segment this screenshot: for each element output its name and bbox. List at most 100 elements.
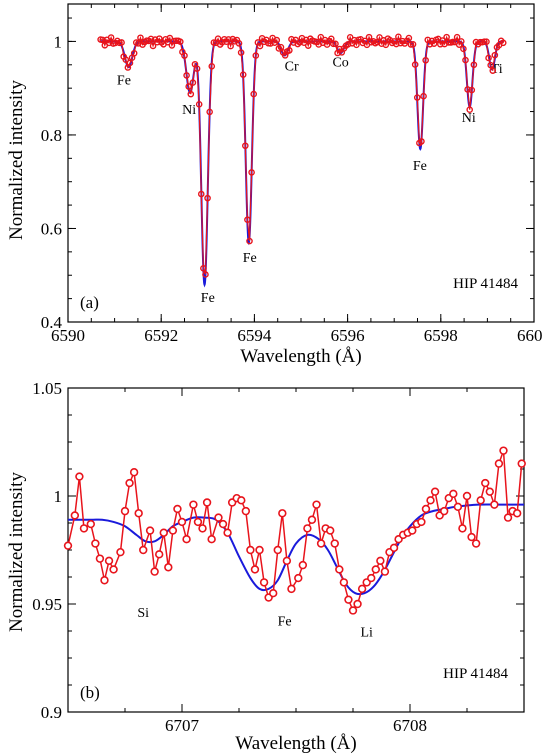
observed-point: [330, 40, 337, 48]
observed-point: [346, 34, 354, 41]
line-annotation: Fe: [243, 251, 257, 266]
observed-point: [168, 526, 178, 535]
observed-point: [464, 86, 471, 93]
observed-point: [250, 565, 260, 574]
observed-point: [462, 56, 469, 64]
observed-point: [100, 576, 109, 585]
observed-point: [278, 509, 287, 518]
observed-point: [63, 541, 73, 550]
star-name: HIP 41484: [443, 666, 508, 682]
observed-point: [183, 72, 190, 79]
observed-point: [248, 169, 255, 176]
line-annotation: Ni: [182, 103, 196, 118]
observed-point: [107, 34, 115, 41]
observed-point: [104, 556, 114, 565]
observed-point: [227, 42, 234, 50]
x-tick-label: 6707: [165, 716, 200, 735]
observed-point: [489, 67, 497, 74]
observed-point: [134, 509, 143, 518]
observed-point: [380, 567, 390, 576]
observed-point: [269, 588, 278, 598]
observed-point: [193, 65, 201, 72]
observed-point: [86, 519, 96, 529]
line-annotation: Li: [360, 625, 373, 640]
line-annotation: Ni: [462, 111, 476, 126]
line-annotation: Fe: [201, 291, 215, 306]
observed-point: [208, 62, 216, 70]
observed-point: [129, 468, 139, 477]
observed-point: [483, 38, 490, 45]
panel-label: (a): [80, 293, 99, 312]
observed-point: [273, 545, 282, 555]
observed-point: [476, 496, 485, 505]
observed-point: [246, 237, 253, 245]
x-tick-label: 6708: [393, 716, 427, 735]
observed-point: [312, 500, 321, 509]
observed-point: [422, 56, 429, 64]
observed-point: [348, 606, 358, 615]
observed-point: [503, 513, 513, 522]
observed-point: [413, 94, 421, 101]
observed-point: [195, 101, 203, 108]
observed-point: [145, 526, 155, 535]
observed-point: [466, 106, 473, 114]
observed-point: [155, 550, 164, 559]
observed-point: [181, 52, 188, 59]
observed-point: [185, 83, 192, 90]
observed-point: [189, 79, 197, 86]
observed-point: [490, 500, 499, 509]
observed-point: [409, 41, 417, 48]
observed-point: [443, 33, 450, 41]
observed-point: [79, 524, 89, 533]
line-annotation: Cr: [285, 59, 299, 74]
observed-point: [294, 573, 303, 583]
observed-point: [91, 539, 100, 548]
observed-point: [206, 108, 213, 116]
y-tick-label: 1: [54, 32, 63, 51]
observed-point: [256, 42, 264, 50]
observed-point: [316, 539, 326, 548]
observed-point: [440, 506, 449, 516]
observed-point: [159, 528, 168, 537]
observed-point: [197, 190, 205, 198]
observed-point: [426, 496, 435, 505]
observed-point: [430, 487, 440, 496]
observed-line: [100, 34, 504, 275]
observed-point: [267, 40, 274, 47]
observed-point: [166, 34, 174, 42]
observed-point: [357, 584, 367, 594]
observed-point: [75, 472, 84, 481]
observed-point: [326, 526, 335, 535]
observed-point: [218, 519, 228, 529]
observed-point: [125, 478, 134, 488]
panel-label: (b): [80, 683, 100, 702]
observed-point: [99, 36, 107, 44]
observed-point: [458, 524, 467, 533]
line-annotation: Fe: [413, 159, 427, 174]
observed-point: [150, 567, 159, 576]
observed-point: [198, 524, 207, 533]
observed-point: [255, 545, 264, 555]
observed-point: [237, 49, 245, 56]
observed-point: [458, 38, 465, 45]
x-tick-label: 6596: [331, 326, 365, 345]
observed-point: [462, 491, 472, 501]
line-annotation: Fe: [278, 615, 292, 630]
observed-point: [371, 565, 380, 574]
observed-point: [139, 545, 148, 555]
observed-point: [418, 138, 425, 145]
observed-point: [259, 578, 269, 587]
observed-point: [376, 34, 383, 41]
observed-point: [282, 556, 292, 565]
y-tick-label: 0.95: [32, 595, 62, 614]
observed-point: [512, 509, 522, 518]
observed-point: [499, 446, 508, 455]
observed-point: [214, 513, 223, 522]
y-tick-label: 1: [54, 487, 63, 506]
observed-point: [494, 459, 504, 468]
observed-point: [335, 565, 344, 574]
observed-point: [389, 543, 399, 553]
x-tick-label: 6590: [51, 326, 85, 345]
observed-point: [207, 534, 216, 544]
